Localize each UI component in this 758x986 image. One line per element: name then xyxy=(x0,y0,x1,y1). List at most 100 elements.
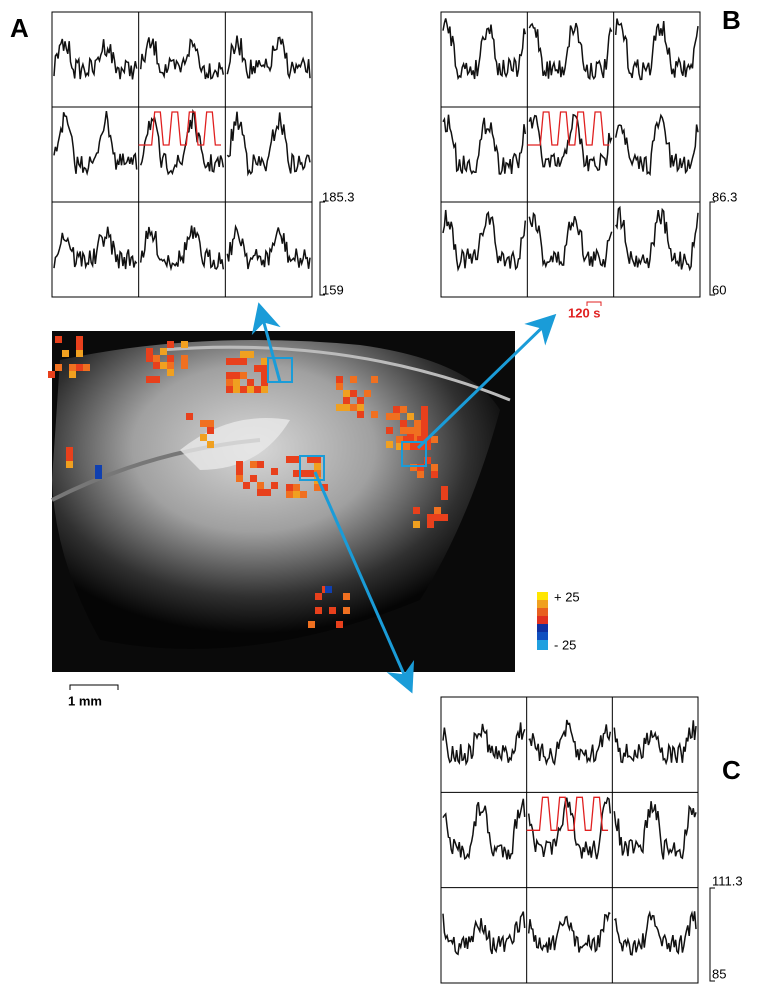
activation-voxel xyxy=(153,355,160,362)
activation-voxel xyxy=(55,336,62,343)
activation-voxel xyxy=(233,386,240,393)
activation-voxel xyxy=(417,436,424,443)
activation-voxel xyxy=(160,362,167,369)
activation-voxel xyxy=(243,482,250,489)
activation-voxel xyxy=(357,404,364,411)
activation-voxel xyxy=(400,427,407,434)
activation-voxel xyxy=(76,336,83,343)
activation-voxel xyxy=(315,593,322,600)
activation-voxel xyxy=(421,427,428,434)
signal-trace xyxy=(527,911,611,953)
signal-trace xyxy=(53,38,138,80)
activation-voxel xyxy=(261,358,268,365)
activation-voxel xyxy=(167,355,174,362)
activation-voxel xyxy=(76,350,83,357)
activation-voxel xyxy=(257,482,264,489)
activation-voxel xyxy=(403,436,410,443)
activation-voxel xyxy=(393,413,400,420)
activation-voxel xyxy=(254,386,261,393)
activation-voxel xyxy=(417,471,424,478)
activation-voxel xyxy=(300,491,307,498)
activation-voxel xyxy=(336,404,343,411)
stimulus-trace xyxy=(138,111,221,146)
arrows xyxy=(251,302,557,694)
signal-trace xyxy=(613,720,697,766)
activation-voxel xyxy=(434,514,441,521)
signal-trace xyxy=(613,910,697,956)
activation-voxel xyxy=(413,521,420,528)
activation-voxel xyxy=(146,355,153,362)
activation-voxel xyxy=(371,411,378,418)
activation-voxel xyxy=(386,427,393,434)
activation-voxel xyxy=(407,413,414,420)
activation-voxel xyxy=(321,484,328,491)
activation-voxel xyxy=(167,369,174,376)
activation-voxel xyxy=(83,364,90,371)
activation-voxel xyxy=(236,475,243,482)
activation-voxel xyxy=(207,441,214,448)
panel-label: A xyxy=(10,13,29,43)
activation-voxel xyxy=(181,355,188,362)
activation-voxel xyxy=(286,484,293,491)
scale-bar-label: 1 mm xyxy=(68,693,102,708)
signal-trace xyxy=(614,113,699,177)
activation-voxel xyxy=(257,461,264,468)
activation-voxel xyxy=(300,470,307,477)
activation-voxel xyxy=(441,514,448,521)
activation-voxel xyxy=(314,484,321,491)
activation-voxel xyxy=(69,364,76,371)
activation-voxel xyxy=(410,464,417,471)
activation-voxel xyxy=(207,427,214,434)
activation-voxel xyxy=(55,364,62,371)
signal-trace xyxy=(442,114,527,175)
signal-trace xyxy=(442,911,526,956)
activation-voxel xyxy=(293,456,300,463)
activation-voxel xyxy=(240,372,247,379)
activation-voxel xyxy=(343,404,350,411)
activation-voxel xyxy=(226,372,233,379)
activation-voxel xyxy=(62,350,69,357)
activation-voxel xyxy=(286,491,293,498)
activation-voxel xyxy=(233,358,240,365)
activation-voxel xyxy=(315,607,322,614)
activation-voxel xyxy=(307,456,314,463)
activation-voxel xyxy=(434,507,441,514)
activation-voxel xyxy=(69,371,76,378)
brain-image xyxy=(48,331,515,672)
activation-voxel xyxy=(364,390,371,397)
trace-grid xyxy=(440,696,699,984)
activation-voxel xyxy=(181,362,188,369)
activation-voxel xyxy=(207,420,214,427)
activation-voxel xyxy=(424,443,431,450)
activation-voxel xyxy=(226,358,233,365)
activation-voxel xyxy=(357,411,364,418)
activation-voxel xyxy=(233,372,240,379)
activation-voxel xyxy=(407,427,414,434)
activation-voxel xyxy=(293,484,300,491)
scale-max: 86.3 xyxy=(712,189,737,204)
activation-voxel xyxy=(247,386,254,393)
signal-trace xyxy=(226,35,311,80)
activation-voxel xyxy=(403,443,410,450)
activation-voxel xyxy=(343,397,350,404)
signal-trace xyxy=(528,719,612,767)
activation-voxel xyxy=(250,461,257,468)
scale-min: 85 xyxy=(712,966,726,981)
colorbar-min: - 25 xyxy=(554,637,576,652)
activation-voxel xyxy=(261,379,268,386)
signal-trace xyxy=(226,223,311,270)
activation-voxel xyxy=(386,413,393,420)
scale-min: 159 xyxy=(322,282,344,297)
activation-voxel xyxy=(343,593,350,600)
activation-voxel xyxy=(407,434,414,441)
signal-trace xyxy=(614,18,699,81)
activation-voxel xyxy=(236,468,243,475)
signal-trace xyxy=(528,22,613,81)
activation-voxel xyxy=(431,464,438,471)
activation-voxel xyxy=(167,362,174,369)
activation-voxel xyxy=(153,362,160,369)
activation-voxel xyxy=(343,390,350,397)
activation-voxel xyxy=(314,456,321,463)
activation-voxel xyxy=(427,514,434,521)
